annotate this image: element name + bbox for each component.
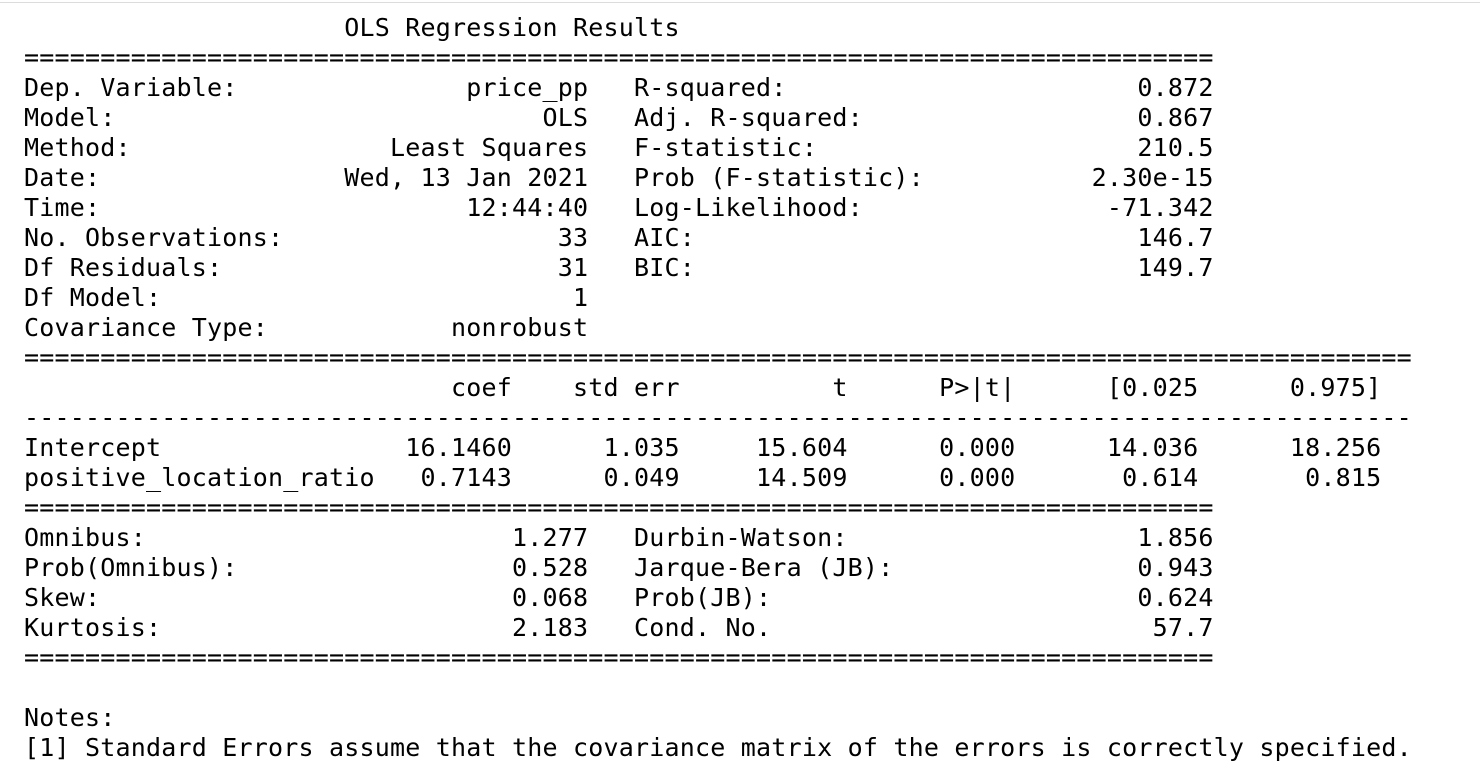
coef-row-intercept: Intercept 16.1460 1.035 15.604 0.000 14.… [24, 433, 1382, 462]
summary-row-df-residuals: Df Residuals: 31 BIC: 149.7 [24, 253, 1214, 282]
summary-row-df-model: Df Model: 1 [24, 283, 1214, 312]
separator-line: ========================================… [24, 343, 1412, 372]
summary-row-date: Date: Wed, 13 Jan 2021 Prob (F-statistic… [24, 163, 1214, 192]
notes-heading: Notes: [24, 703, 116, 732]
summary-row-dep-variable: Dep. Variable: price_pp R-squared: 0.872 [24, 73, 1214, 102]
diag-row-skew: Skew: 0.068 Prob(JB): 0.624 [24, 583, 1214, 612]
coef-row-positive-location-ratio: positive_location_ratio 0.7143 0.049 14.… [24, 463, 1382, 492]
blank-line [24, 673, 1412, 703]
separator-line: ========================================… [24, 643, 1214, 672]
ols-regression-output: OLS Regression Results =================… [24, 13, 1412, 763]
dash-separator-line: ----------------------------------------… [24, 403, 1412, 432]
diag-row-kurtosis: Kurtosis: 2.183 Cond. No. 57.7 [24, 613, 1214, 642]
summary-row-time: Time: 12:44:40 Log-Likelihood: -71.342 [24, 193, 1214, 222]
summary-row-method: Method: Least Squares F-statistic: 210.5 [24, 133, 1214, 162]
diag-row-prob-omnibus: Prob(Omnibus): 0.528 Jarque-Bera (JB): 0… [24, 553, 1214, 582]
summary-row-observations: No. Observations: 33 AIC: 146.7 [24, 223, 1214, 252]
diag-row-omnibus: Omnibus: 1.277 Durbin-Watson: 1.856 [24, 523, 1214, 552]
title-line: OLS Regression Results [24, 13, 1107, 42]
summary-row-covariance-type: Covariance Type: nonrobust [24, 313, 1214, 342]
separator-line: ========================================… [24, 43, 1214, 72]
cell-top-border [0, 2, 1480, 3]
coef-table-header: coef std err t P>|t| [0.025 0.975] [24, 373, 1382, 402]
separator-line: ========================================… [24, 493, 1214, 522]
summary-row-model: Model: OLS Adj. R-squared: 0.867 [24, 103, 1214, 132]
notes-item-1: [1] Standard Errors assume that the cova… [24, 733, 1412, 762]
